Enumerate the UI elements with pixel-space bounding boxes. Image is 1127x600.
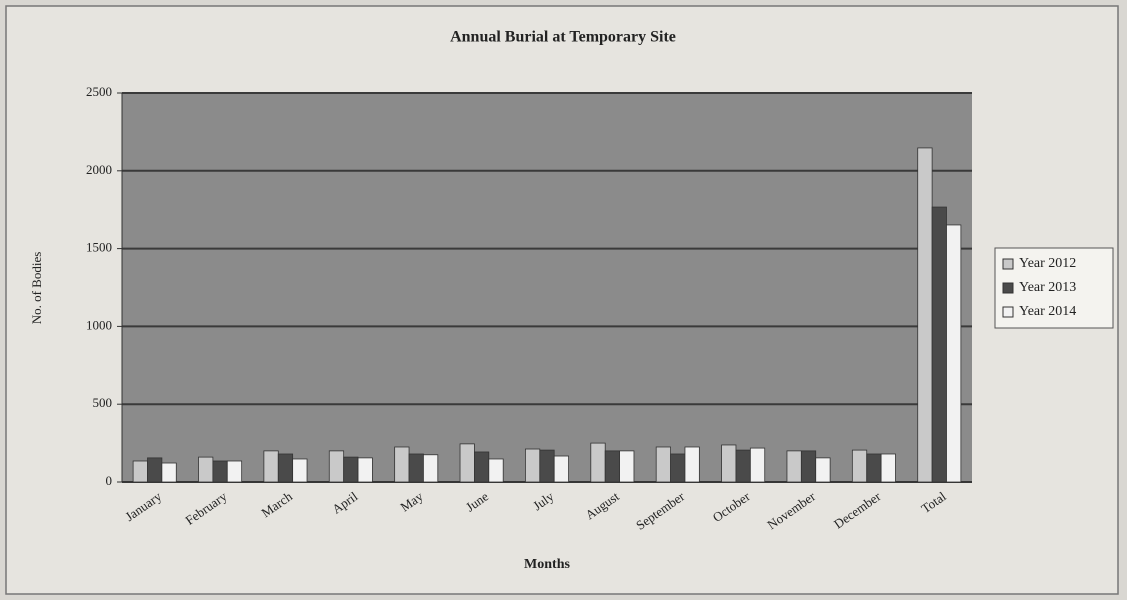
bar <box>670 453 686 483</box>
bar <box>408 453 424 483</box>
bar <box>851 449 868 483</box>
plot-area <box>122 93 972 482</box>
bar <box>263 450 279 483</box>
bar <box>357 457 373 483</box>
y-tick-label: 2500 <box>86 84 112 99</box>
bar <box>147 457 163 483</box>
bar <box>226 460 243 483</box>
bar <box>931 206 947 483</box>
bar <box>619 450 635 483</box>
bar <box>866 453 882 483</box>
legend-label: Year 2012 <box>1019 256 1076 271</box>
bar <box>539 449 555 483</box>
bar <box>815 457 831 483</box>
bar <box>161 462 177 483</box>
bar <box>343 456 359 483</box>
bar <box>394 446 410 483</box>
bar <box>880 453 896 483</box>
bar <box>328 450 345 483</box>
y-tick-label: 1500 <box>86 240 112 255</box>
y-tick-label: 500 <box>93 395 113 410</box>
bar <box>684 446 700 483</box>
bar <box>292 458 308 483</box>
legend-swatch <box>1002 282 1014 294</box>
bar <box>590 442 606 483</box>
y-axis-label: No. of Bodies <box>29 252 44 325</box>
bar <box>655 446 671 483</box>
bar <box>277 453 294 483</box>
bar <box>735 449 751 483</box>
legend-label: Year 2013 <box>1019 280 1076 295</box>
bar <box>474 451 490 483</box>
bar <box>917 147 933 483</box>
legend-swatch <box>1002 306 1014 318</box>
y-tick-label: 2000 <box>86 162 112 177</box>
legend-swatch <box>1002 258 1014 270</box>
bar <box>212 460 228 483</box>
bar <box>488 458 504 483</box>
legend-label: Year 2014 <box>1019 304 1076 319</box>
bar <box>132 460 148 483</box>
y-tick-label: 0 <box>106 473 113 488</box>
x-axis-label: Months <box>524 557 570 572</box>
bar <box>198 456 214 483</box>
bar <box>423 454 439 483</box>
y-tick-label: 1000 <box>86 317 112 332</box>
bar <box>525 448 541 483</box>
bar <box>749 447 766 483</box>
legend-box <box>994 247 1114 329</box>
bar <box>800 450 817 483</box>
bar <box>459 443 475 483</box>
chart-title: Annual Burial at Temporary Site <box>450 29 676 46</box>
bar <box>604 450 620 483</box>
bar <box>721 444 737 483</box>
bar <box>946 224 962 483</box>
bar <box>553 455 569 483</box>
bar <box>786 450 802 483</box>
